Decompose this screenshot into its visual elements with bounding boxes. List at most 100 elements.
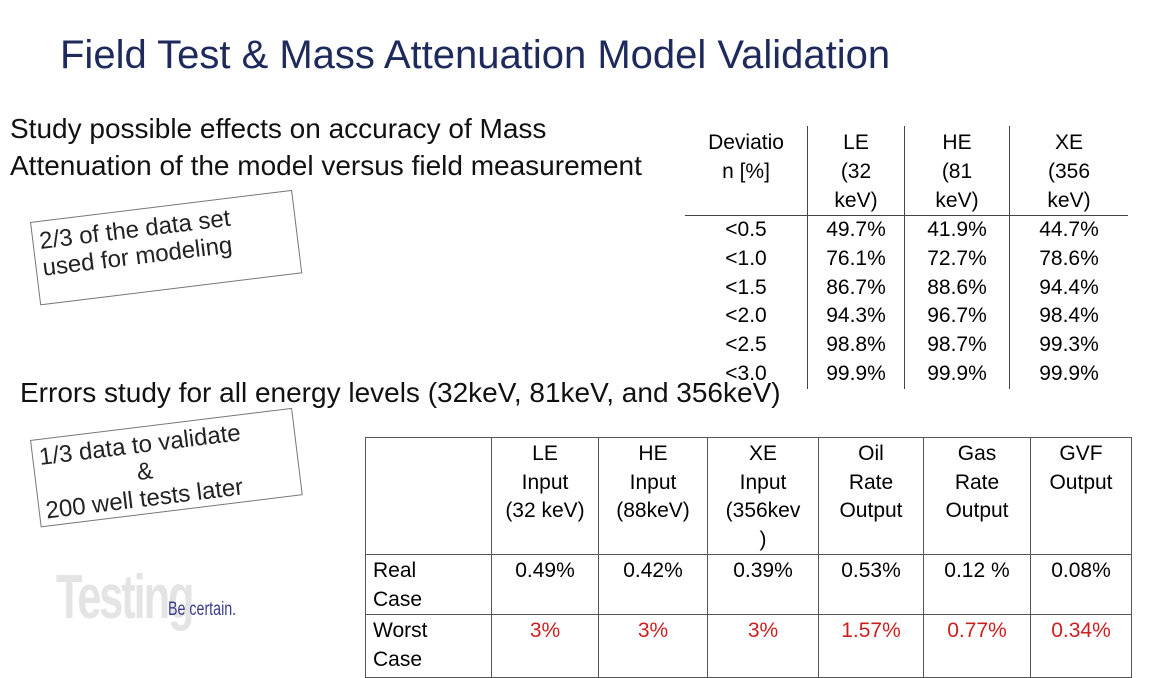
header-line: Rate [954, 470, 1000, 494]
row-label-real-case: Real Case [365, 554, 492, 615]
header-line: Output [945, 499, 1009, 522]
header-line: keV) [935, 189, 979, 212]
results-cell: 0.53% [818, 554, 924, 615]
deviation-cell: <1.5 [725, 275, 767, 299]
header-line: keV) [1047, 189, 1091, 212]
results-header-row: LE Input (32 keV) HE Input (88keV) XE In… [365, 437, 1132, 555]
deviation-cell: 78.6% [1009, 244, 1128, 274]
company-logo: Testing Be certain. [56, 567, 259, 629]
deviation-cell: 96.7% [904, 302, 1010, 332]
header-line: Input [521, 470, 569, 494]
deviation-header-xe: XE (356 keV) [1009, 126, 1128, 216]
header-line: LE [843, 131, 869, 154]
row-label-line: Case [373, 647, 423, 671]
header-line: (88keV) [616, 499, 690, 522]
header-line: XE [1054, 131, 1083, 154]
results-cell: 0.08% [1030, 554, 1132, 615]
table-row: <3.0 99.9% 99.9% 99.9% [685, 359, 1128, 389]
results-cell: 0.42% [598, 554, 708, 615]
logo-tagline: Be certain. [168, 599, 237, 620]
deviation-cell: 98.4% [1009, 302, 1128, 332]
results-header-xe-input: XE Input (356kev ) [707, 437, 819, 555]
header-line: XE [748, 442, 777, 465]
row-label-worst-case: Worst Case [365, 614, 492, 678]
deviation-cell: 99.9% [1009, 359, 1128, 389]
results-header-gas-rate: Gas Rate Output [923, 437, 1031, 555]
header-line: Rate [848, 470, 894, 494]
note-validation-split: 1/3 data to validate & 200 well tests la… [30, 407, 303, 528]
deviation-cell: 98.7% [904, 331, 1010, 360]
header-line: Input [629, 470, 677, 494]
header-line: Output [1049, 470, 1113, 494]
deviation-cell: <3.0 [725, 361, 767, 385]
deviation-table: Deviatio n [%] LE (32 keV) HE (81 keV) X… [685, 126, 1128, 389]
results-cell: 0.12 % [923, 554, 1031, 615]
deviation-cell: <2.0 [725, 304, 767, 328]
intro-text: Study possible effects on accuracy of Ma… [10, 113, 642, 181]
header-line: (32 keV) [505, 499, 585, 522]
header-line: n [%] [722, 160, 770, 183]
header-line: Oil [858, 442, 884, 465]
deviation-cell: 94.4% [1009, 273, 1128, 303]
deviation-header-he: HE (81 keV) [904, 126, 1010, 216]
deviation-cell: 99.9% [807, 359, 905, 389]
deviation-cell: <1.0 [725, 246, 767, 270]
table-row: <0.5 49.7% 41.9% 44.7% [685, 215, 1128, 245]
note-training-split: 2/3 of the data set used for modeling [30, 189, 303, 306]
results-cell: 3% [491, 614, 599, 678]
results-table: LE Input (32 keV) HE Input (88keV) XE In… [365, 437, 1132, 678]
table-row: <1.5 86.7% 88.6% 94.4% [685, 273, 1128, 303]
header-line: Deviatio [708, 131, 784, 154]
header-line: Gas [957, 442, 997, 465]
deviation-cell: 99.9% [904, 359, 1010, 389]
header-line: (356 [1047, 160, 1091, 183]
header-line: (32 [840, 160, 872, 183]
logo-wordmark: Testing [56, 563, 195, 632]
deviation-cell: 86.7% [807, 273, 905, 303]
deviation-cell: 49.7% [807, 215, 905, 245]
table-row-real-case: Real Case 0.49% 0.42% 0.39% 0.53% 0.12 %… [365, 554, 1132, 615]
deviation-header-le: LE (32 keV) [807, 126, 905, 216]
header-line: HE [638, 442, 668, 465]
deviation-cell: 99.3% [1009, 331, 1128, 360]
results-header-oil-rate: Oil Rate Output [818, 437, 924, 555]
deviation-cell: <0.5 [725, 218, 767, 241]
deviation-header-row: Deviatio n [%] LE (32 keV) HE (81 keV) X… [685, 126, 1128, 216]
results-header-blank [365, 437, 492, 555]
results-cell: 0.49% [491, 554, 599, 615]
results-header-gvf: GVF Output [1030, 437, 1132, 555]
results-header-he-input: HE Input (88keV) [598, 437, 708, 555]
deviation-cell: 44.7% [1009, 215, 1128, 245]
table-row-worst-case: Worst Case 3% 3% 3% 1.57% 0.77% 0.34% [365, 614, 1132, 678]
deviation-header-deviation: Deviatio n [%] [685, 126, 808, 216]
deviation-cell: 76.1% [807, 244, 905, 274]
results-cell: 1.57% [818, 614, 924, 678]
header-line: (81 [941, 160, 973, 183]
header-line: HE [942, 131, 972, 154]
results-cell: 0.39% [707, 554, 819, 615]
row-label-line: Worst [373, 619, 428, 642]
results-cell: 3% [598, 614, 708, 678]
header-line: (356kev [725, 499, 801, 522]
deviation-cell: 88.6% [904, 273, 1010, 303]
row-label-line: Real [373, 559, 417, 582]
deviation-cell: 72.7% [904, 244, 1010, 274]
header-line: Output [839, 499, 903, 522]
row-label-line: Case [373, 587, 423, 611]
results-cell: 0.34% [1030, 614, 1132, 678]
table-row: <1.0 76.1% 72.7% 78.6% [685, 244, 1128, 274]
header-line: LE [532, 442, 558, 465]
deviation-cell: 41.9% [904, 215, 1010, 245]
header-line: keV) [834, 189, 878, 212]
deviation-cell: 94.3% [807, 302, 905, 332]
results-cell: 0.77% [923, 614, 1031, 678]
results-cell: 3% [707, 614, 819, 678]
deviation-cell: 98.8% [807, 331, 905, 360]
slide-title: Field Test & Mass Attenuation Model Vali… [60, 33, 891, 77]
table-row: <2.5 98.8% 98.7% 99.3% [685, 331, 1128, 360]
header-line: GVF [1059, 442, 1103, 465]
table-row: <2.0 94.3% 96.7% 98.4% [685, 302, 1128, 332]
header-line: ) [759, 527, 767, 551]
deviation-cell: <2.5 [725, 333, 767, 357]
results-header-le-input: LE Input (32 keV) [491, 437, 599, 555]
